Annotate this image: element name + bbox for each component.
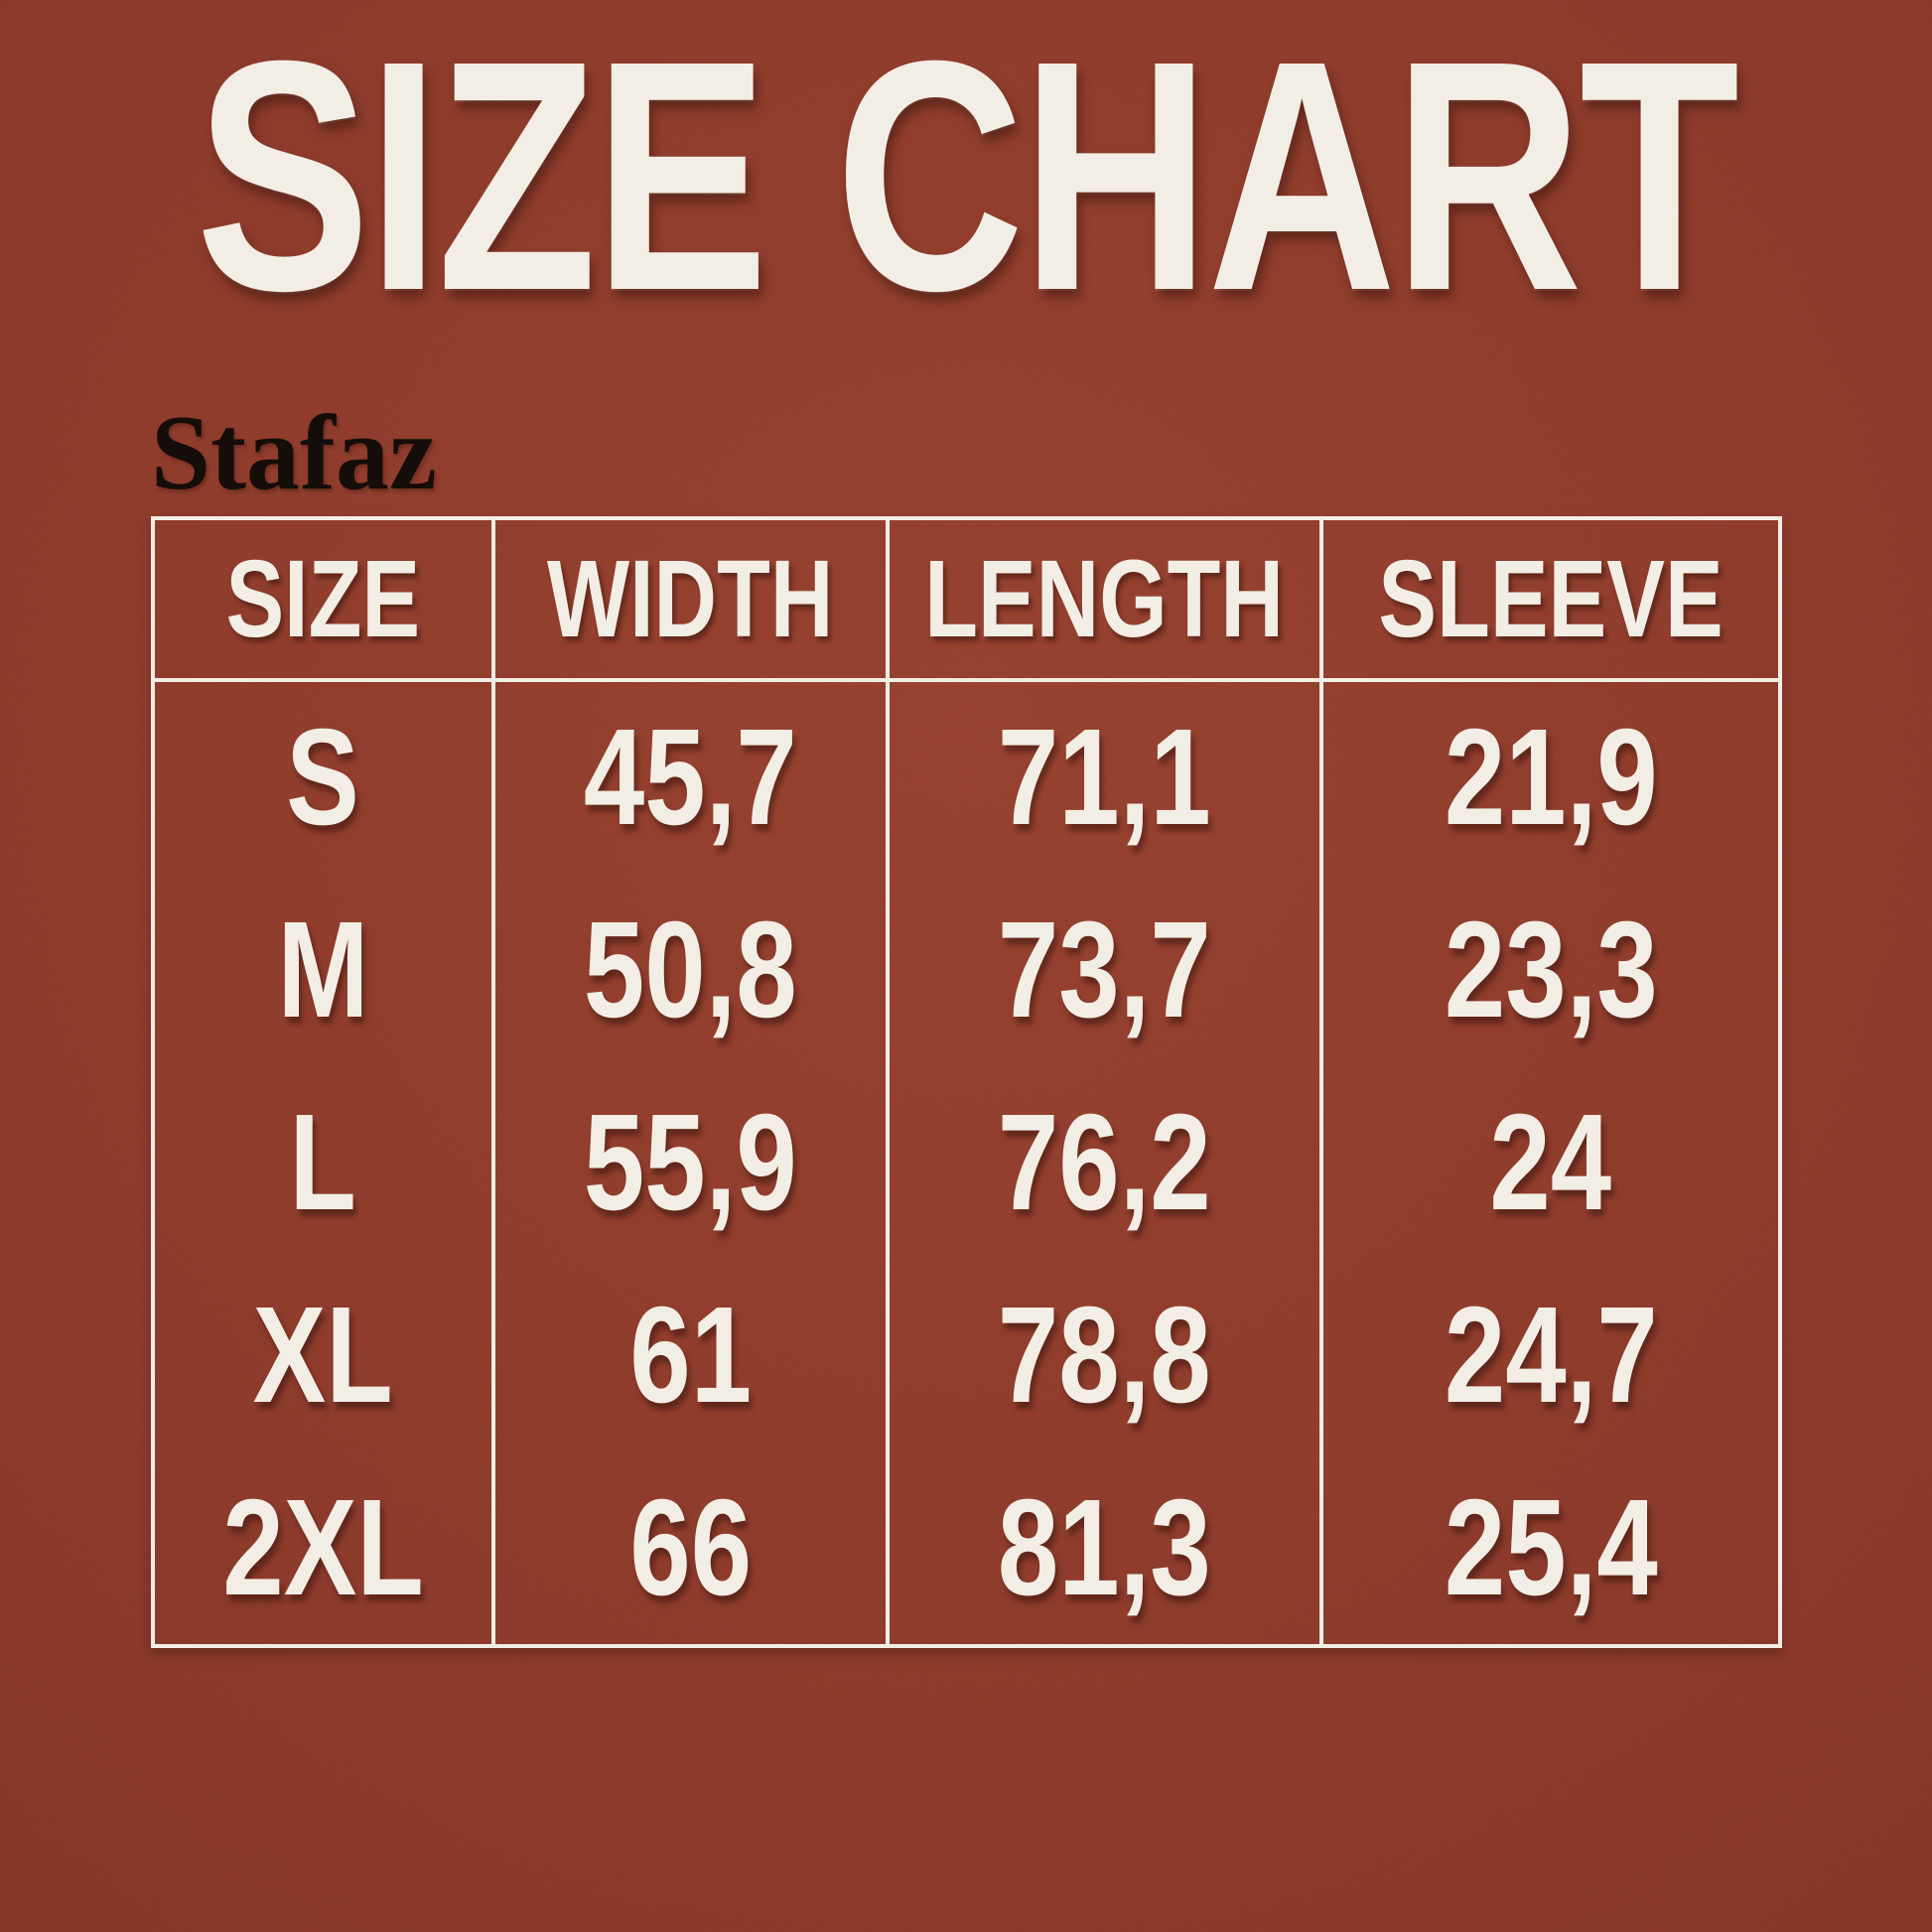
cell-text: 24,7 (1444, 1278, 1658, 1432)
cell-2xl-length: 81,3 (890, 1451, 1323, 1644)
cell-text: 50,8 (584, 894, 797, 1047)
cell-l-length: 76,2 (890, 1066, 1323, 1260)
row-label-s: S (155, 682, 495, 875)
cell-text: 78,8 (998, 1278, 1211, 1432)
column-header-size: SIZE (155, 520, 495, 682)
cell-s-length: 71,1 (890, 682, 1323, 875)
cell-text: L (289, 1085, 357, 1239)
cell-text: 45,7 (584, 701, 797, 855)
page-title: SIZE CHART (0, 12, 1932, 340)
row-label-m: M (155, 874, 495, 1067)
column-header-label: SIZE (225, 538, 421, 660)
column-header-width: WIDTH (495, 520, 890, 682)
cell-text: 71,1 (998, 701, 1211, 855)
column-header-label: LENGTH (924, 538, 1285, 660)
column-header-sleeve: SLEEVE (1323, 520, 1778, 682)
row-label-2xl: 2XL (155, 1451, 495, 1644)
cell-2xl-sleeve: 25,4 (1323, 1451, 1778, 1644)
cell-text: 23,3 (1444, 894, 1658, 1047)
cell-text: 25,4 (1444, 1470, 1658, 1624)
cell-2xl-width: 66 (495, 1451, 890, 1644)
cell-text: S (286, 701, 360, 855)
cell-text: 81,3 (998, 1470, 1211, 1624)
row-label-xl: XL (155, 1259, 495, 1452)
row-label-l: L (155, 1066, 495, 1260)
cell-text: 76,2 (998, 1085, 1211, 1239)
cell-text: 61 (629, 1278, 752, 1432)
cell-text: 73,7 (998, 894, 1211, 1047)
size-table: SIZE WIDTH LENGTH SLEEVE S 45,7 71,1 21,… (151, 516, 1782, 1648)
cell-s-sleeve: 21,9 (1323, 682, 1778, 875)
column-header-label: WIDTH (547, 538, 834, 660)
cell-text: M (277, 894, 369, 1047)
cell-m-length: 73,7 (890, 874, 1323, 1067)
cell-s-width: 45,7 (495, 682, 890, 875)
cell-text: 21,9 (1444, 701, 1658, 855)
column-header-length: LENGTH (890, 520, 1323, 682)
column-header-label: SLEEVE (1378, 538, 1724, 660)
cell-xl-sleeve: 24,7 (1323, 1259, 1778, 1451)
cell-text: XL (252, 1278, 394, 1432)
cell-l-width: 55,9 (495, 1066, 890, 1260)
cell-text: 2XL (222, 1470, 424, 1624)
cell-l-sleeve: 24 (1323, 1067, 1778, 1260)
cell-text: 66 (629, 1470, 752, 1624)
brand-name: Stafaz (151, 394, 437, 512)
cell-xl-width: 61 (495, 1259, 890, 1452)
cell-m-sleeve: 23,3 (1323, 875, 1778, 1067)
cell-xl-length: 78,8 (890, 1259, 1323, 1452)
page-title-text: SIZE CHART (196, 0, 1739, 358)
cell-m-width: 50,8 (495, 874, 890, 1067)
cell-text: 24 (1489, 1085, 1612, 1239)
cell-text: 55,9 (584, 1085, 797, 1239)
